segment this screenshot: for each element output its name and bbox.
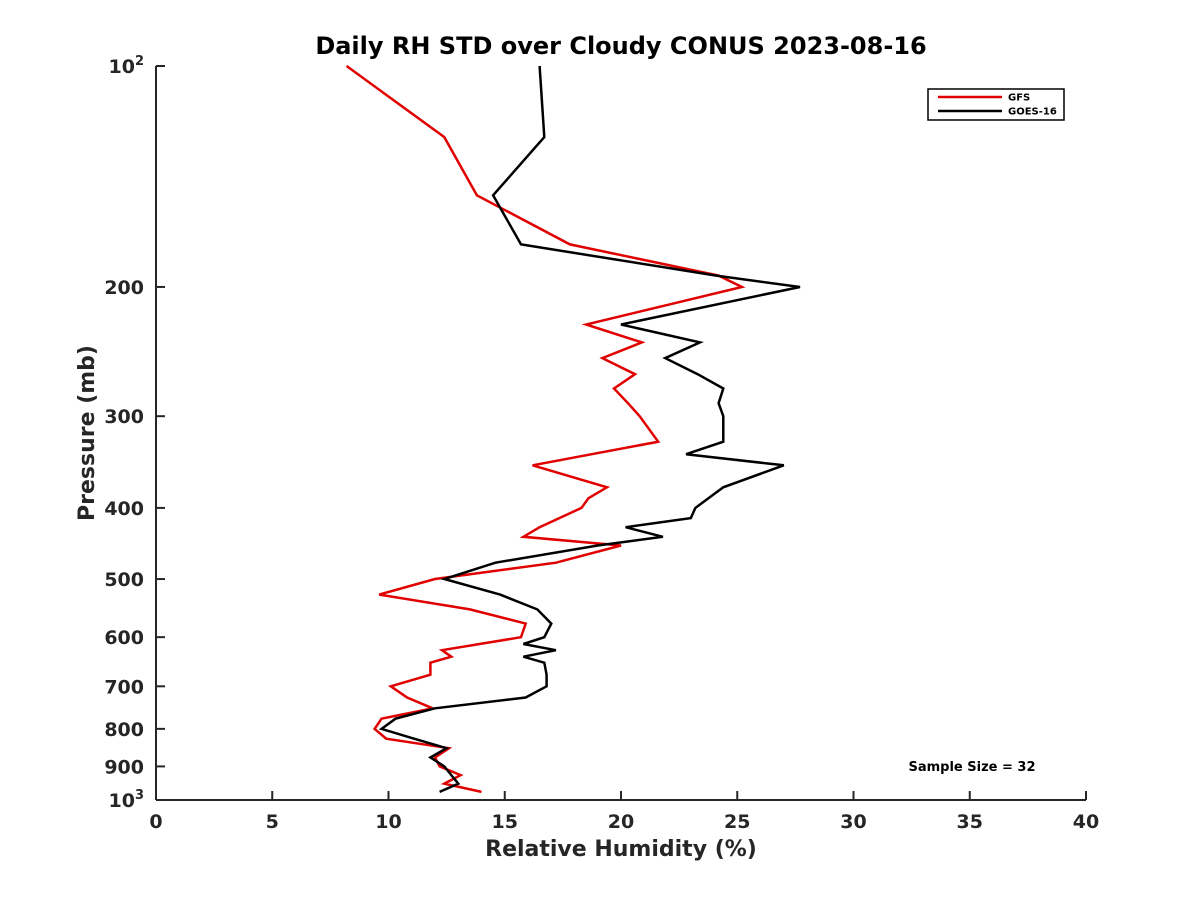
- x-tick-label: 20: [608, 811, 634, 833]
- axes-layer: 0 5 10 15 20 25 30 35 40 102 200 300 400 500 600 700 800…: [104, 54, 1099, 833]
- y-tick-label: 400: [104, 498, 144, 520]
- x-tick-label: 10: [375, 811, 401, 833]
- y-tick-label: 102: [109, 54, 145, 78]
- y-tick-label: 200: [104, 277, 144, 299]
- x-tick-label: 5: [266, 811, 279, 833]
- series-line-gfs: [345, 64, 746, 794]
- y-tick-label: 800: [104, 719, 144, 741]
- x-axis-label: Relative Humidity (%): [485, 837, 757, 862]
- y-axis-label: Pressure (mb): [75, 345, 100, 521]
- series-layer: [345, 64, 801, 794]
- y-tick-label: 103: [109, 788, 145, 812]
- sample-size-annotation: Sample Size = 32: [908, 760, 1035, 775]
- y-tick-label: 700: [104, 676, 144, 698]
- x-tick-label: 15: [492, 811, 518, 833]
- y-tick-label: 900: [104, 756, 144, 778]
- y-tick-label: 300: [104, 406, 144, 428]
- x-tick-label: 25: [724, 811, 750, 833]
- legend: GFS GOES-16: [927, 88, 1065, 121]
- legend-label: GFS: [1008, 93, 1030, 104]
- x-tick-label: 40: [1073, 811, 1099, 833]
- legend-label: GOES-16: [1008, 107, 1057, 118]
- x-tick-label: 35: [957, 811, 983, 833]
- y-tick-label: 500: [104, 569, 144, 591]
- series-line-goes-16: [378, 65, 801, 794]
- legend-box: [927, 88, 1065, 121]
- x-tick-label: 30: [840, 811, 866, 833]
- chart-title: Daily RH STD over Cloudy CONUS 2023-08-1…: [315, 32, 926, 60]
- y-tick-label: 600: [104, 627, 144, 649]
- x-tick-label: 0: [149, 811, 162, 833]
